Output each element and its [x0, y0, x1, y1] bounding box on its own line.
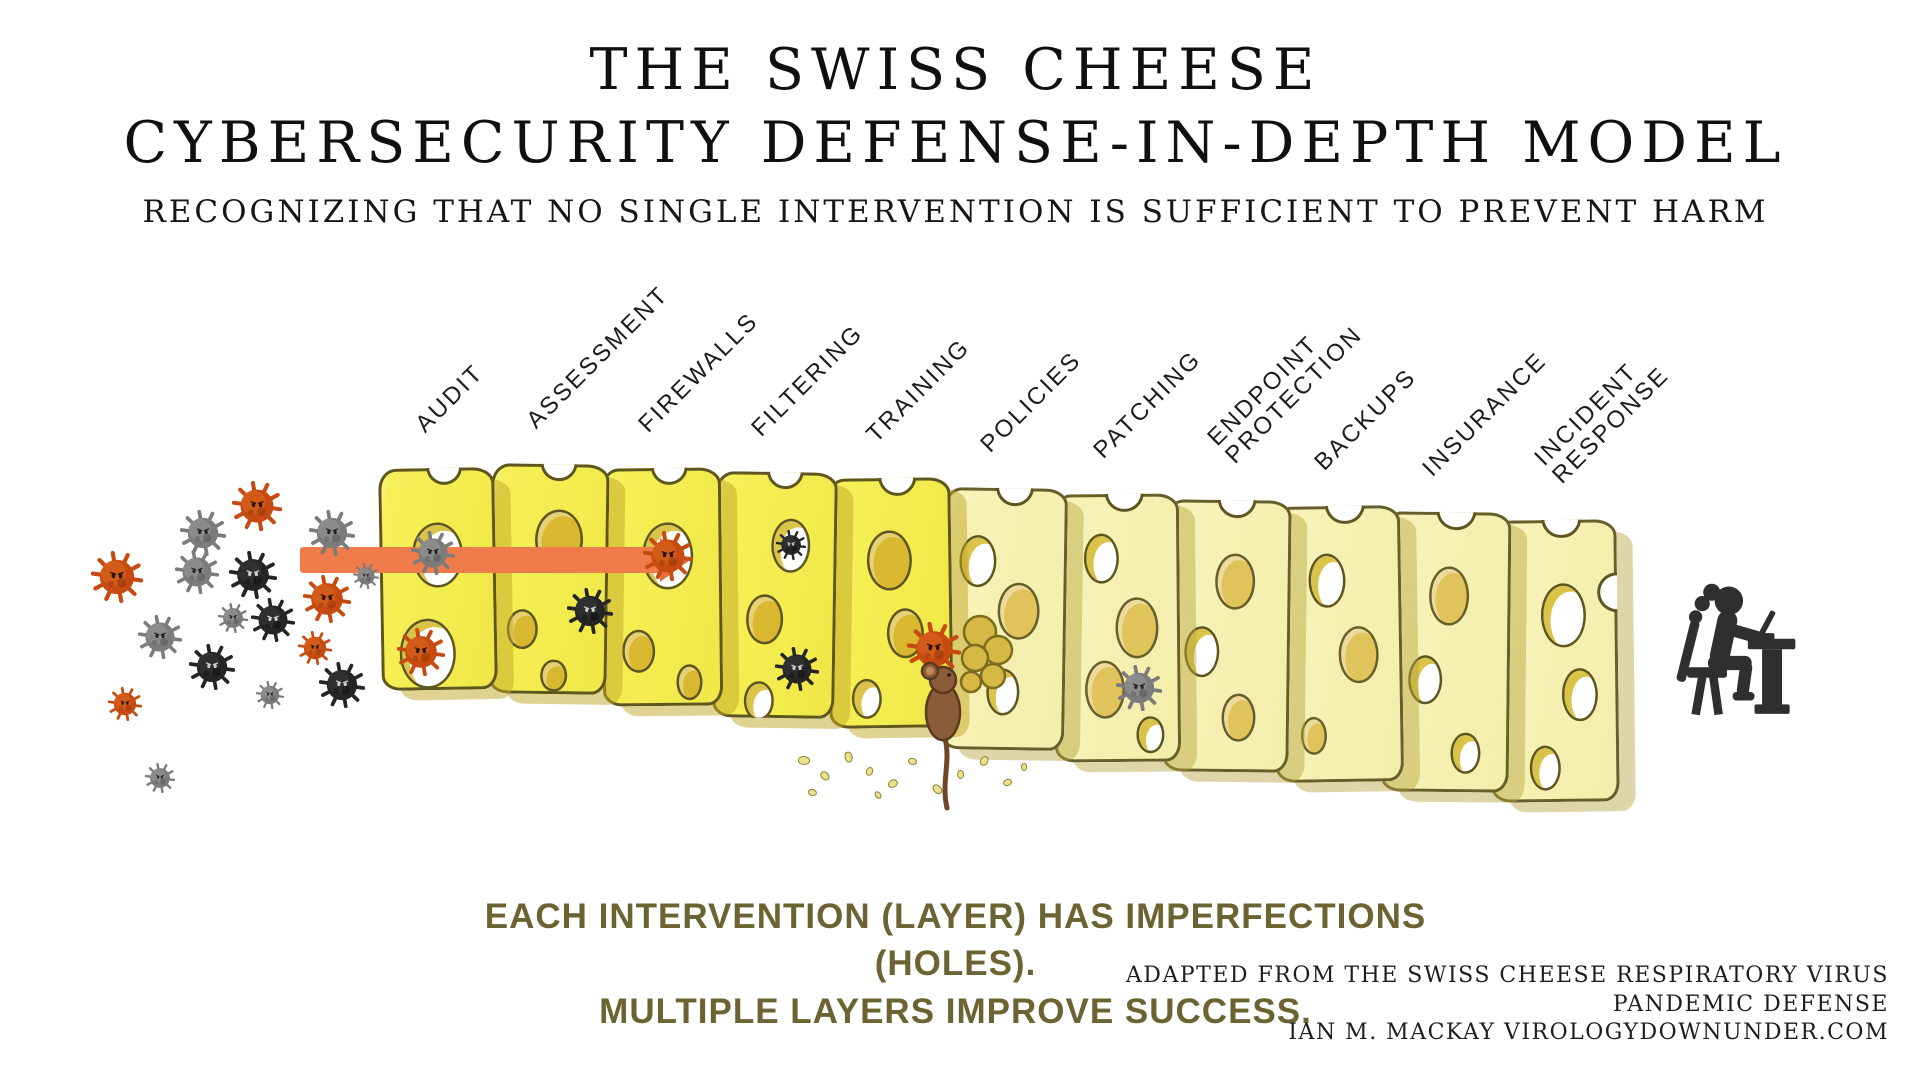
cheese-bite-notch: [880, 477, 914, 493]
caption-line2: MULTIPLE LAYERS IMPROVE SUCCESS.: [599, 991, 1312, 1031]
layer-label-firewalls: FIREWALLS: [633, 307, 765, 438]
person-at-desk-icon: [1650, 578, 1802, 730]
attribution: ADAPTED FROM THE SWISS CHEESE RESPIRATOR…: [1126, 962, 1889, 1048]
layer-label-insurance: INSURANCE: [1417, 346, 1553, 482]
cheese-hole: [678, 666, 701, 698]
virus-icon: [145, 763, 175, 793]
cheese-hole: [1340, 628, 1377, 682]
cheese-hole: [1410, 657, 1441, 703]
cheese-bite-notch: [428, 467, 460, 482]
cheese-hole: [1310, 555, 1344, 606]
cheese-slice-patching: [1052, 493, 1182, 763]
cheese-hole: [1302, 718, 1325, 753]
virus-on-layer-icon: [411, 531, 455, 575]
layer-label-filtering: FILTERING: [746, 319, 869, 442]
cheese-crumb: [798, 756, 810, 765]
cheese-hole: [509, 611, 536, 647]
attack-arrow-bar: [300, 547, 668, 573]
caption: EACH INTERVENTION (LAYER) HAS IMPERFECTI…: [406, 893, 1506, 1035]
virus-icon: [353, 563, 379, 589]
cheese-hole: [1431, 569, 1467, 623]
virus-on-layer-icon: [567, 588, 613, 634]
cheese-hole: [1543, 585, 1584, 646]
cheese-bite-notch: [769, 471, 802, 487]
page-title-line2: CYBERSECURITY DEFENSE-IN-DEPTH MODEL: [123, 109, 1788, 176]
page-subtitle: RECOGNIZING THAT NO SINGLE INTERVENTION …: [142, 193, 1769, 230]
virus-icon: [232, 481, 282, 531]
caption-line1: EACH INTERVENTION (LAYER) HAS IMPERFECTI…: [484, 897, 1427, 984]
layer-label-audit: AUDIT: [410, 358, 489, 438]
cheese-bite-notch: [1544, 519, 1579, 536]
cheese-bite-notch: [1220, 499, 1255, 516]
virus-icon: [298, 631, 332, 665]
cheese-slice-assessment: [488, 463, 610, 695]
mouse-icon: [905, 592, 1035, 822]
cheese-bite-notch: [1327, 505, 1362, 522]
cheese-crumb: [818, 769, 832, 782]
cheese-hole: [1186, 628, 1217, 676]
cheese-hole: [746, 683, 772, 718]
cheese-crumb: [807, 788, 818, 797]
virus-icon: [108, 687, 142, 721]
title-block: THE SWISS CHEESE CYBERSECURITY DEFENSE-I…: [0, 34, 1911, 230]
virus-on-layer-icon: [776, 530, 806, 560]
cheese-hole: [1223, 695, 1254, 740]
virus-icon: [256, 681, 284, 709]
cheese-bite-notch: [653, 467, 685, 483]
cheese-crumb: [842, 750, 855, 764]
cheese-slice-endpoint-protection: [1162, 499, 1292, 773]
virus-on-layer-icon: [1116, 665, 1162, 711]
attribution-line3: IAN M. MACKAY VIROLOGYDOWNUNDER.COM: [1288, 1020, 1889, 1046]
cheese-hole: [1532, 748, 1559, 789]
virus-icon: [229, 551, 277, 599]
virus-on-layer-icon: [775, 647, 819, 691]
page-title-line1: THE SWISS CHEESE: [589, 37, 1322, 103]
cheese-hole: [1217, 555, 1254, 608]
cheese-hole: [748, 597, 782, 642]
cheese-slice-firewalls: [600, 467, 724, 707]
virus-icon: [189, 644, 235, 690]
cheese-hole: [624, 632, 653, 671]
virus-icon: [180, 510, 226, 556]
virus-icon: [319, 662, 365, 708]
cheese-bite-notch: [998, 487, 1032, 503]
layer-label-policies: POLICIES: [975, 346, 1087, 458]
cheese-crumb: [864, 766, 875, 777]
cheese-hole: [1118, 599, 1157, 657]
cheese-bite-notch: [1439, 511, 1474, 528]
cheese-bite-notch: [543, 463, 575, 479]
cheese-hole: [869, 532, 910, 589]
cheese-hole: [542, 661, 565, 690]
cheese-bite-notch-right: [1599, 575, 1620, 610]
virus-on-layer-icon: [643, 531, 693, 581]
virus-icon: [251, 598, 295, 642]
cheese-hole: [1139, 718, 1163, 752]
attribution-line2: PANDEMIC DEFENSE: [1612, 991, 1889, 1017]
virus-icon: [218, 603, 248, 633]
cheese-bite-notch: [1108, 493, 1142, 509]
virus-on-layer-icon: [397, 628, 445, 676]
virus-icon: [303, 575, 351, 623]
attribution-line1: ADAPTED FROM THE SWISS CHEESE RESPIRATOR…: [1125, 963, 1889, 988]
virus-icon: [91, 551, 143, 603]
layer-label-training: TRAINING: [861, 333, 976, 448]
cheese-hole: [1453, 734, 1478, 772]
cheese-hole: [961, 537, 995, 585]
layer-label-patching: PATCHING: [1088, 345, 1207, 464]
virus-icon: [309, 510, 355, 556]
virus-on-layer-icon: [907, 622, 961, 676]
virus-icon: [138, 615, 182, 659]
cheese-hole: [1564, 670, 1596, 719]
cheese-crumb: [873, 790, 883, 801]
cheese-crumb: [886, 777, 900, 790]
cheese-hole: [853, 680, 880, 717]
virus-icon: [175, 550, 219, 594]
cheese-hole: [1085, 535, 1117, 582]
cheese-slice-backups: [1271, 505, 1405, 783]
